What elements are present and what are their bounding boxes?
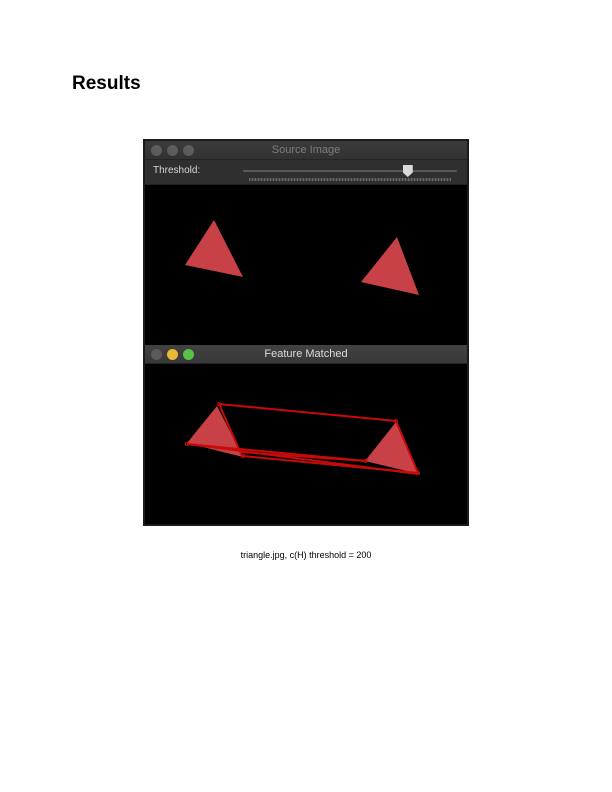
keypoint — [216, 401, 222, 407]
keypoint — [393, 418, 399, 424]
close-button[interactable] — [151, 349, 162, 360]
minimize-button[interactable] — [167, 145, 178, 156]
feature-matched-image — [184, 401, 421, 476]
source-image-canvas — [145, 185, 467, 346]
threshold-label: Threshold: — [153, 165, 201, 176]
threshold-toolbar: Threshold: — [145, 160, 467, 185]
match-line-right-edge — [395, 420, 419, 474]
close-button[interactable] — [151, 145, 162, 156]
zoom-button[interactable] — [183, 349, 194, 360]
screenshot-figure: Source Image Threshold: Feature Matched — [143, 139, 469, 526]
minimize-button[interactable] — [167, 349, 178, 360]
source-window-title: Source Image — [271, 144, 341, 156]
keypoint — [240, 453, 246, 459]
source-triangle-left — [185, 220, 243, 277]
matched-triangle-right — [365, 422, 419, 474]
threshold-slider-thumb[interactable] — [402, 165, 413, 177]
page-heading: Results — [72, 73, 141, 94]
threshold-slider-ticks — [249, 178, 451, 181]
keypoint — [184, 441, 190, 447]
matched-window-titlebar[interactable]: Feature Matched — [145, 345, 467, 364]
feature-matched-canvas — [145, 364, 467, 524]
zoom-button[interactable] — [183, 145, 194, 156]
match-line-top — [218, 403, 397, 422]
feature-matched-window: Feature Matched — [145, 345, 467, 524]
source-image-window: Source Image Threshold: — [145, 141, 467, 346]
figure-caption: triangle.jpg, c(H) threshold = 200 — [240, 550, 372, 560]
keypoint — [363, 458, 369, 464]
source-image — [185, 220, 419, 295]
matched-triangle-left — [187, 406, 243, 457]
source-triangle-right — [361, 237, 419, 295]
threshold-slider[interactable] — [243, 164, 457, 182]
keypoint — [415, 470, 421, 476]
matched-window-title: Feature Matched — [264, 348, 348, 360]
threshold-slider-track[interactable] — [243, 170, 457, 172]
match-line-lower — [186, 443, 419, 475]
match-line-left-apex — [218, 403, 243, 457]
source-window-titlebar[interactable]: Source Image — [145, 141, 467, 160]
